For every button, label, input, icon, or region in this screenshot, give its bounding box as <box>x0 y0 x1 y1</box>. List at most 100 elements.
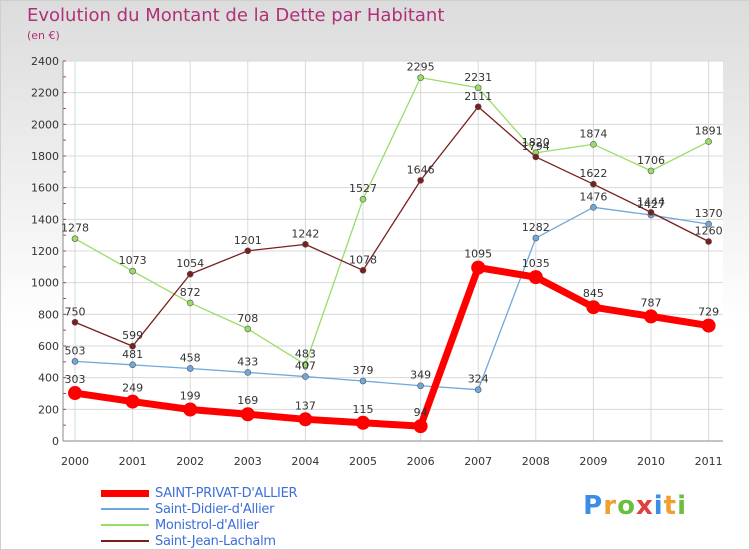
data-point <box>129 342 136 350</box>
data-label: 1891 <box>695 125 723 138</box>
data-point <box>705 238 712 245</box>
legend-swatch <box>101 524 149 526</box>
data-point <box>302 241 309 248</box>
legend-item: Saint-Jean-Lachalm <box>101 533 297 549</box>
data-point <box>302 361 309 368</box>
data-point <box>186 270 194 278</box>
data-label: 433 <box>237 355 258 368</box>
data-label: 249 <box>122 382 143 395</box>
grid <box>63 60 723 442</box>
data-point <box>183 402 198 417</box>
y-tick-label: 1600 <box>31 182 59 195</box>
data-label: 872 <box>180 286 201 299</box>
legend-label: SAINT-PRIVAT-D'ALLIER <box>155 485 298 501</box>
data-point <box>471 260 486 275</box>
x-tick-label: 2011 <box>695 455 723 468</box>
data-label: 1054 <box>176 257 204 270</box>
legend: SAINT-PRIVAT-D'ALLIER Saint-Didier-d'Alli… <box>101 485 298 549</box>
data-label: 94 <box>414 406 428 419</box>
series-line <box>74 76 709 366</box>
y-tick-label: 1200 <box>31 245 59 258</box>
data-label: 1444 <box>637 195 665 208</box>
data-label: 1095 <box>464 248 492 261</box>
data-point <box>586 300 601 315</box>
chart-title: Evolution du Montant de la Dette par Hab… <box>27 5 445 26</box>
legend-swatch <box>101 508 149 510</box>
data-point <box>240 407 255 422</box>
data-label: 1622 <box>579 167 607 180</box>
data-point <box>417 177 424 184</box>
data-label: 1278 <box>61 222 89 235</box>
legend-swatch <box>101 489 149 497</box>
y-tick-label: 2200 <box>31 87 59 100</box>
logo-letter: o <box>617 491 636 521</box>
data-label: 1035 <box>522 257 550 270</box>
legend-label: Saint-Didier-d'Allier <box>155 501 275 517</box>
data-label: 137 <box>295 399 316 412</box>
y-tick-label: 600 <box>38 340 59 353</box>
data-label: 729 <box>698 306 719 319</box>
logo-letter: i <box>653 491 664 521</box>
data-point <box>532 153 540 161</box>
chart-subtitle: (en €) <box>27 29 60 42</box>
data-point <box>528 270 543 285</box>
data-label: 503 <box>65 344 86 357</box>
x-tick-label: 2002 <box>176 455 204 468</box>
y-tick-label: 1800 <box>31 150 59 163</box>
data-point <box>705 220 712 228</box>
data-label: 1820 <box>522 136 550 149</box>
data-point <box>71 318 79 326</box>
y-tick-label: 400 <box>38 372 59 385</box>
data-point <box>68 386 82 401</box>
legend-label: Saint-Jean-Lachalm <box>155 533 276 549</box>
data-label: 1260 <box>695 225 723 238</box>
data-point <box>186 365 194 372</box>
logo-letter: t <box>663 491 678 521</box>
data-point <box>359 195 367 203</box>
data-point <box>71 358 79 365</box>
legend-label: Monistrol-d'Allier <box>155 517 259 533</box>
data-label: 750 <box>65 305 86 318</box>
data-label: 1427 <box>637 198 665 211</box>
series <box>68 74 716 434</box>
data-point <box>474 84 482 92</box>
data-point <box>647 209 655 216</box>
data-label: 1370 <box>695 207 723 220</box>
x-tick-label: 2009 <box>579 455 607 468</box>
data-label: 845 <box>583 287 604 300</box>
data-label: 303 <box>65 373 86 386</box>
data-point <box>705 138 712 145</box>
data-label: 1874 <box>579 127 607 140</box>
data-point <box>647 167 655 175</box>
y-tick-label: 1000 <box>31 277 59 290</box>
data-label: 1282 <box>522 221 550 234</box>
data-point <box>701 318 716 333</box>
data-label: 199 <box>180 389 201 402</box>
data-label: 115 <box>353 403 374 416</box>
data-label: 349 <box>410 369 431 382</box>
series-line <box>74 206 709 391</box>
data-label: 481 <box>122 348 143 361</box>
data-label: 1242 <box>291 227 319 240</box>
data-point <box>644 309 658 324</box>
data-labels: 503 481 458 433 407 379 349 324 1282 1476 1427 1370… <box>61 61 723 419</box>
x-tick-label: 2001 <box>119 455 147 468</box>
data-label: 787 <box>641 296 662 309</box>
data-point <box>532 234 540 242</box>
legend-item: SAINT-PRIVAT-D'ALLIER <box>101 485 298 501</box>
data-label: 1794 <box>522 140 550 153</box>
data-point <box>125 394 140 409</box>
legend-item: Monistrol-d'Allier <box>101 517 297 533</box>
x-tick-label: 2008 <box>522 455 550 468</box>
data-label: 1646 <box>407 163 435 176</box>
data-point <box>129 267 136 275</box>
data-point <box>474 386 482 394</box>
data-label: 1201 <box>234 234 262 247</box>
data-label: 169 <box>237 394 258 407</box>
data-point <box>356 415 370 430</box>
logo-letter: P <box>583 491 604 521</box>
y-tick-label: 2400 <box>31 55 59 68</box>
x-tick-label: 2006 <box>407 455 435 468</box>
data-point <box>71 235 79 242</box>
